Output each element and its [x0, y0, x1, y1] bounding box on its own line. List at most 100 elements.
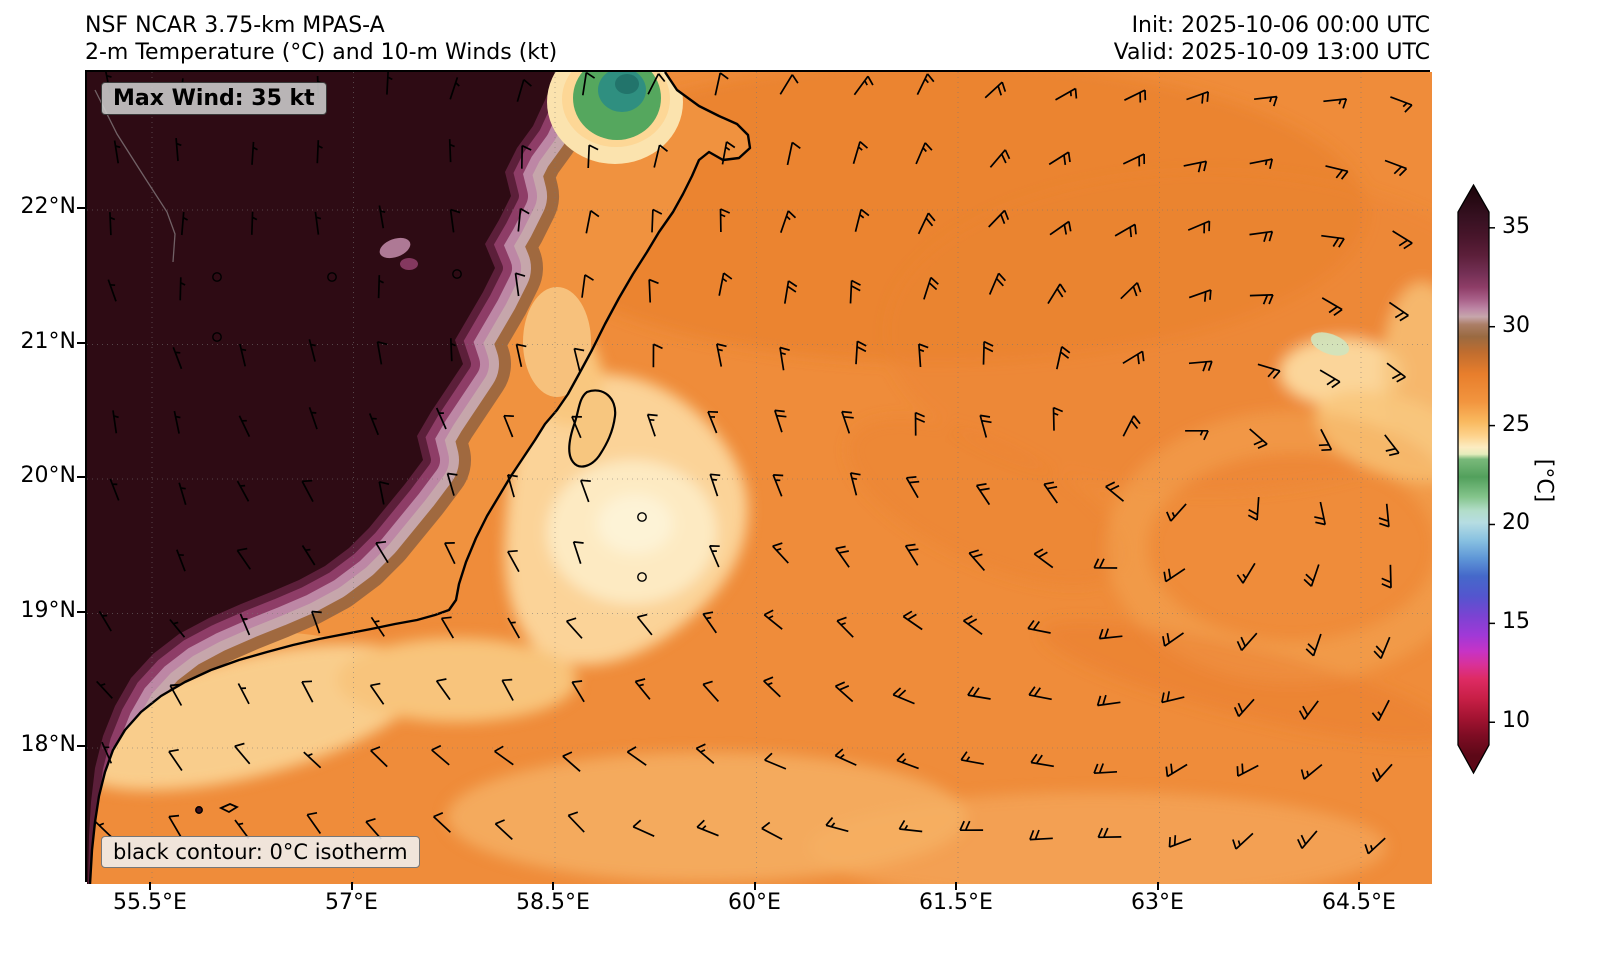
- wind-barb: [572, 541, 584, 564]
- wind-barb: [918, 343, 929, 368]
- wind-barb: [1120, 282, 1142, 300]
- wind-barb: [854, 208, 870, 232]
- wind-barb: [1249, 230, 1274, 243]
- wind-barb: [565, 617, 583, 639]
- wind-barb: [636, 613, 653, 636]
- wind-barb: [1236, 562, 1256, 584]
- wind-barb: [435, 678, 451, 701]
- y-tick-label: 19°N: [20, 597, 76, 623]
- wind-barb: [652, 343, 663, 368]
- wind-barb: [238, 415, 251, 437]
- wind-barb: [239, 343, 247, 367]
- wind-barb: [370, 616, 385, 637]
- wind-barb: [1247, 497, 1260, 521]
- wind-barb: [370, 746, 388, 768]
- wind-barb: [721, 141, 736, 165]
- wind-barb: [567, 811, 585, 833]
- wind-barb: [702, 611, 717, 634]
- wind-barb: [446, 472, 458, 496]
- wind-barb: [984, 81, 1007, 99]
- wind-barb: [852, 140, 869, 164]
- wind-barb: [369, 682, 385, 705]
- wind-barb: [378, 205, 386, 229]
- colorbar-tick-label: 10: [1502, 708, 1530, 734]
- island-contour: [218, 803, 239, 814]
- y-tick-mark: [77, 341, 85, 344]
- x-tick-label: 57°E: [325, 890, 378, 915]
- wind-barb: [988, 272, 1007, 295]
- wind-barb: [1390, 96, 1413, 113]
- wind-barb: [1114, 223, 1137, 238]
- wind-barb: [834, 748, 857, 766]
- wind-barb: [234, 742, 251, 765]
- wind-barb: [176, 549, 186, 572]
- wind-barb: [1321, 297, 1343, 316]
- wind-barb: [825, 817, 849, 833]
- wind-barb: [1232, 832, 1254, 850]
- wind-barb: [1162, 632, 1184, 647]
- x-tick-mark: [149, 882, 151, 890]
- wind-barb: [310, 610, 322, 634]
- wind-barb: [236, 480, 250, 502]
- wind-barb: [1033, 548, 1054, 569]
- colorbar-gradient-bar: [1457, 183, 1490, 775]
- x-tick-label: 63°E: [1131, 890, 1184, 915]
- wind-barb: [959, 820, 984, 832]
- wind-barb: [1163, 568, 1186, 583]
- wind-barb: [306, 811, 322, 834]
- x-tick-mark: [1358, 882, 1360, 890]
- wind-barb: [175, 138, 182, 162]
- wind-barb: [917, 212, 936, 235]
- wind-barb: [653, 144, 669, 168]
- wind-barb: [651, 208, 663, 233]
- calm-wind-circle: [452, 269, 462, 279]
- wind-barb: [94, 820, 113, 839]
- x-tick-label: 64.5°E: [1322, 890, 1396, 915]
- wind-barb: [892, 687, 915, 705]
- wind-barb: [1388, 301, 1409, 322]
- wind-barb: [1300, 763, 1323, 780]
- wind-barb: [968, 549, 986, 571]
- wind-barb: [902, 610, 923, 631]
- wind-barb: [507, 617, 521, 639]
- wind-barb: [386, 72, 393, 95]
- wind-barb: [1048, 151, 1071, 166]
- max-wind-annotation: Max Wind: 35 kt: [101, 82, 327, 115]
- wind-barb: [1030, 753, 1054, 768]
- temperature-wind-map: [87, 72, 1432, 884]
- wind-barb: [979, 414, 992, 438]
- wind-barb: [113, 140, 121, 164]
- wind-barb: [1236, 763, 1259, 777]
- wind-barb: [719, 208, 731, 233]
- wind-barb: [1168, 835, 1192, 848]
- wind-barb: [448, 139, 455, 163]
- wind-barb: [168, 748, 183, 771]
- wind-barb: [1325, 165, 1349, 180]
- x-tick-label: 55.5°E: [113, 890, 187, 915]
- colorbar-unit-label: [°C]: [1531, 458, 1557, 503]
- wind-barb: [763, 609, 783, 630]
- colorbar-tick-label: 30: [1502, 312, 1530, 338]
- wind-barb: [112, 410, 119, 434]
- wind-barb: [301, 479, 314, 502]
- wind-barb: [1185, 429, 1209, 441]
- wind-barb: [172, 346, 183, 370]
- wind-barb: [773, 409, 787, 433]
- figure-title-block: NSF NCAR 3.75-km MPAS-A 2-m Temperature …: [85, 12, 557, 66]
- wind-barb: [587, 144, 599, 169]
- wind-barb: [180, 212, 189, 236]
- calm-wind-circle: [637, 572, 647, 582]
- colorbar-tick-label: 20: [1502, 510, 1530, 536]
- wind-barb: [1392, 230, 1413, 250]
- wind-barb: [1043, 481, 1058, 504]
- wind-barb: [1105, 481, 1125, 502]
- wind-barb: [1233, 698, 1255, 717]
- wind-barb: [98, 610, 112, 632]
- wind-barb: [1254, 95, 1278, 107]
- wind-barb: [301, 545, 316, 566]
- wind-barb: [109, 478, 120, 501]
- wind-barb: [1318, 428, 1333, 452]
- wind-barb: [239, 613, 251, 636]
- wind-barb: [855, 340, 867, 365]
- wind-barb: [715, 343, 727, 367]
